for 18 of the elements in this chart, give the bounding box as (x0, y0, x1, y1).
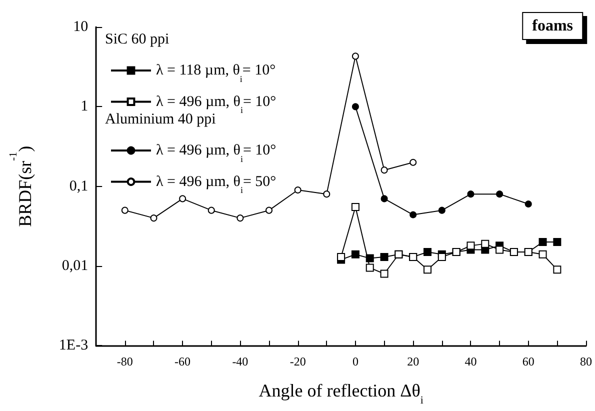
x-tick-label: -20 (290, 354, 306, 369)
x-tick-label: -40 (232, 354, 248, 369)
x-tick-label: -80 (116, 354, 133, 369)
annotation: Aluminium 40 ppi (105, 112, 216, 128)
y-tick-label: 1 (80, 98, 88, 115)
annotation: SiC 60 ppi (105, 32, 170, 48)
x-tick-label: 80 (580, 354, 592, 369)
x-tick-label: -60 (174, 354, 191, 369)
y-tick-label: 1E-3 (58, 338, 88, 354)
y-tick-label: 0,01 (62, 258, 88, 274)
x-tick-label: 40 (464, 354, 477, 369)
x-tick-label: 0 (352, 354, 358, 369)
x-tick-label: 60 (522, 354, 534, 369)
y-tick-label: 10 (73, 19, 88, 35)
y-tick-label: 0,1 (69, 178, 88, 194)
y-axis-title: BRDF(sr-1) (8, 146, 36, 227)
chart-title: foams (532, 18, 574, 34)
x-tick-label: 20 (407, 354, 420, 369)
